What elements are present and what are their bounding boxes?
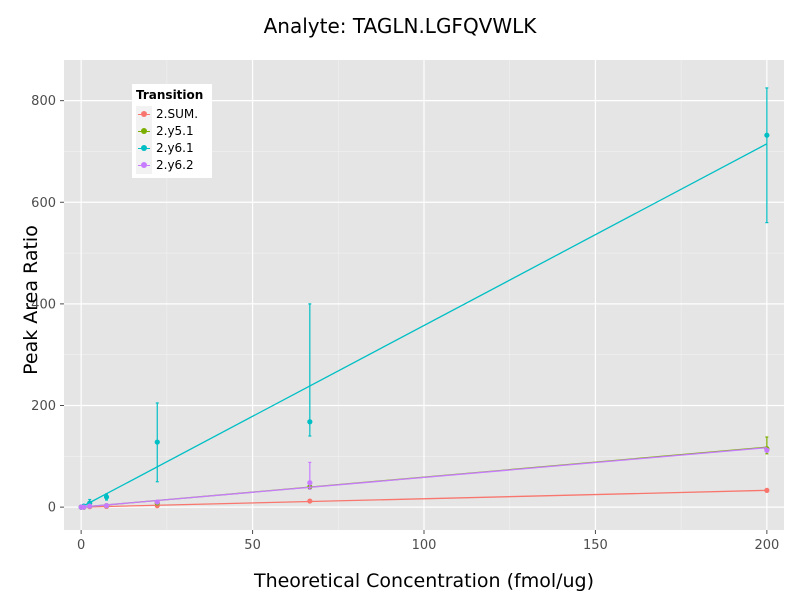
data-point [87, 503, 93, 509]
fit-line [80, 143, 768, 508]
legend-label: 2.y5.1 [156, 124, 194, 138]
data-point [307, 498, 313, 504]
data-point [307, 419, 313, 425]
legend-label: 2.SUM. [156, 107, 199, 121]
x-tick-label: 100 [412, 538, 437, 553]
y-tick-label: 800 [31, 94, 56, 109]
legend-key [136, 123, 152, 140]
data-point [154, 499, 160, 505]
data-point [764, 132, 770, 138]
legend-label: 2.y6.1 [156, 141, 194, 155]
legend-key [136, 140, 152, 157]
series-2-y6-2 [78, 447, 770, 510]
fit-line [81, 447, 767, 508]
y-tick-label: 400 [31, 297, 56, 312]
legend: Transition 2.SUM. 2.y5.1 2.y6.1 2.y6.2 [132, 84, 212, 178]
axis-layer: 0 50 100 150 200 0 200 400 600 800 [31, 94, 779, 553]
legend-item-sum: 2.SUM. [136, 106, 212, 123]
data-point [103, 494, 110, 500]
y-tick-label: 200 [31, 399, 56, 414]
x-tick-label: 150 [583, 538, 608, 553]
fit-line [81, 489, 767, 508]
legend-item-y6-1: 2.y6.1 [136, 140, 212, 157]
y-tick-label: 0 [48, 501, 56, 516]
legend-key [136, 157, 152, 174]
y-axis-label: Peak Area Ratio [20, 225, 42, 375]
data-point [103, 503, 110, 509]
legend-title: Transition [136, 88, 204, 102]
x-axis-label: Theoretical Concentration (fmol/ug) [253, 570, 595, 592]
series-layer [78, 87, 770, 510]
legend-label: 2.y6.2 [156, 158, 194, 172]
y-tick-label: 600 [31, 196, 56, 211]
data-point [154, 439, 160, 445]
x-tick-label: 0 [77, 538, 85, 553]
data-point [764, 447, 770, 453]
x-tick-label: 50 [244, 538, 261, 553]
legend-item-y6-2: 2.y6.2 [136, 157, 212, 174]
data-point [81, 504, 87, 510]
legend-item-y5-1: 2.y5.1 [136, 123, 212, 140]
x-tick-label: 200 [754, 538, 779, 553]
chart-title: Analyte: TAGLN.LGFQVWLK [263, 14, 537, 38]
data-point [764, 487, 770, 493]
data-point [307, 480, 313, 486]
legend-key [136, 106, 152, 123]
